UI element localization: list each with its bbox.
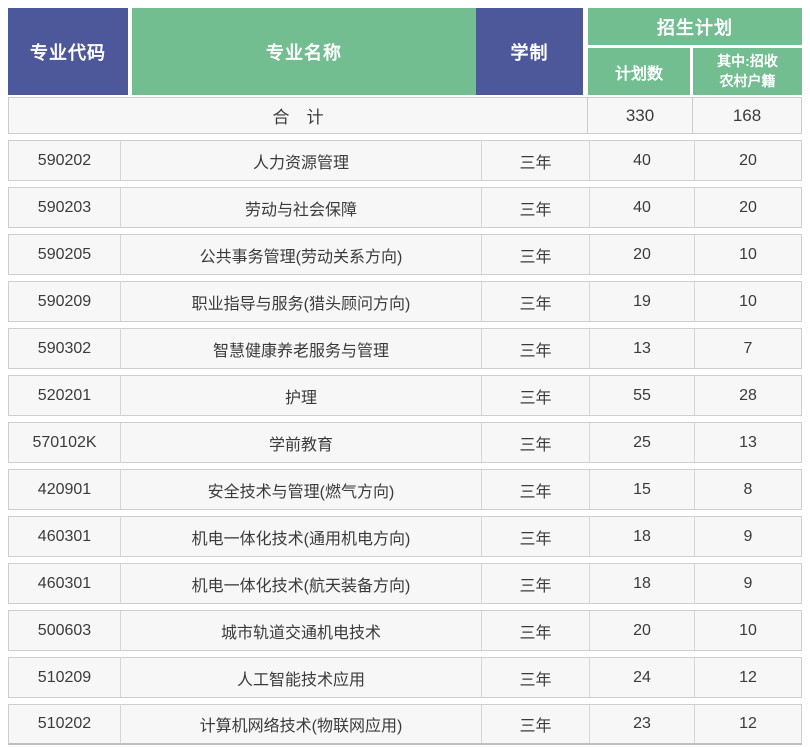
cell-major-code: 590205	[37, 245, 92, 263]
cell-rural-quota: 10	[694, 611, 801, 650]
cell-rural-quota: 28	[694, 376, 801, 415]
cell-rural-quota: 9	[694, 517, 801, 556]
cell-plan-number: 23	[589, 705, 694, 743]
cell-major-code: 570102K	[32, 433, 97, 451]
cell-plan-number: 40	[589, 141, 694, 180]
header-group-enrollment-plan: 招生计划 计划数 其中:招收 农村户籍	[588, 8, 802, 95]
table-row: 510202 计算机网络技术(物联网应用) 三年 23 12	[8, 704, 802, 745]
cell-rural-quota: 20	[694, 188, 801, 227]
table-row: 590203 劳动与社会保障 三年 40 20	[8, 187, 802, 228]
header-cell-major-code: 专业代码	[8, 8, 128, 95]
header-divider	[588, 45, 802, 48]
header-cell-major-name: 专业名称	[132, 8, 476, 95]
cell-plan-number: 20	[589, 235, 694, 274]
cell-duration: 三年	[481, 658, 589, 697]
cell-major-code: 460301	[37, 527, 92, 545]
summary-rural-total: 168	[692, 98, 801, 133]
cell-plan-number: 15	[589, 470, 694, 509]
cell-duration: 三年	[481, 188, 589, 227]
cell-rural-quota: 13	[694, 423, 801, 462]
cell-duration: 三年	[481, 564, 589, 603]
cell-major-name: 机电一体化技术(通用机电方向)	[120, 517, 481, 556]
table-row: 420901 安全技术与管理(燃气方向) 三年 15 8	[8, 469, 802, 510]
cell-major-name: 劳动与社会保障	[120, 188, 481, 227]
cell-major-code: 590203	[37, 198, 92, 216]
cell-duration: 三年	[481, 611, 589, 650]
cell-duration: 三年	[481, 141, 589, 180]
cell-rural-quota: 10	[694, 235, 801, 274]
cell-duration: 三年	[481, 282, 589, 321]
table-row: 510209 人工智能技术应用 三年 24 12	[8, 657, 802, 698]
header-rural-line1: 其中:招收	[717, 52, 778, 69]
table-row: 500603 城市轨道交通机电技术 三年 20 10	[8, 610, 802, 651]
cell-major-name: 城市轨道交通机电技术	[120, 611, 481, 650]
cell-major-name: 人力资源管理	[120, 141, 481, 180]
cell-major-code: 510209	[37, 668, 92, 686]
cell-major-name: 职业指导与服务(猎头顾问方向)	[120, 282, 481, 321]
cell-major-name: 机电一体化技术(航天装备方向)	[120, 564, 481, 603]
summary-plan-total: 330	[587, 98, 692, 133]
header-cell-plan-group: 招生计划	[588, 8, 802, 45]
cell-rural-quota: 10	[694, 282, 801, 321]
table-row: 520201 护理 三年 55 28	[8, 375, 802, 416]
cell-rural-quota: 20	[694, 141, 801, 180]
table-row: 590302 智慧健康养老服务与管理 三年 13 7	[8, 328, 802, 369]
cell-duration: 三年	[481, 470, 589, 509]
cell-rural-quota: 7	[694, 329, 801, 368]
cell-major-name: 安全技术与管理(燃气方向)	[120, 470, 481, 509]
cell-major-code: 510202	[37, 715, 92, 732]
cell-major-name: 学前教育	[120, 423, 481, 462]
header-cell-plan-number: 计划数	[588, 48, 690, 95]
cell-duration: 三年	[481, 517, 589, 556]
cell-plan-number: 55	[589, 376, 694, 415]
cell-plan-number: 18	[589, 517, 694, 556]
cell-duration: 三年	[481, 705, 589, 743]
cell-major-code: 500603	[37, 621, 92, 639]
table-row: 590205 公共事务管理(劳动关系方向) 三年 20 10	[8, 234, 802, 275]
cell-plan-number: 13	[589, 329, 694, 368]
cell-major-code: 590302	[37, 339, 92, 357]
cell-major-name: 人工智能技术应用	[120, 658, 481, 697]
cell-major-code: 590202	[37, 151, 92, 169]
table-row: 590202 人力资源管理 三年 40 20	[8, 140, 802, 181]
cell-major-code: 420901	[37, 480, 92, 498]
table-row: 590209 职业指导与服务(猎头顾问方向) 三年 19 10	[8, 281, 802, 322]
header-rural-line2: 农村户籍	[719, 72, 776, 89]
header-divider	[690, 48, 693, 95]
cell-plan-number: 20	[589, 611, 694, 650]
cell-plan-number: 19	[589, 282, 694, 321]
summary-label: 合 计	[272, 108, 324, 127]
header-subrow: 计划数 其中:招收 农村户籍	[588, 48, 802, 95]
cell-duration: 三年	[481, 329, 589, 368]
cell-major-code: 520201	[37, 386, 92, 404]
cell-major-name: 智慧健康养老服务与管理	[120, 329, 481, 368]
cell-major-name: 公共事务管理(劳动关系方向)	[120, 235, 481, 274]
cell-duration: 三年	[481, 423, 589, 462]
cell-major-name: 计算机网络技术(物联网应用)	[120, 705, 481, 743]
cell-major-name: 护理	[120, 376, 481, 415]
table-row: 570102K 学前教育 三年 25 13	[8, 422, 802, 463]
table-header-row: 专业代码 专业名称 学制 招生计划 计划数 其中:招收 农村户籍	[8, 8, 802, 95]
cell-major-code: 460301	[37, 574, 92, 592]
header-cell-rural-quota: 其中:招收 农村户籍	[693, 48, 802, 95]
cell-duration: 三年	[481, 376, 589, 415]
cell-rural-quota: 9	[694, 564, 801, 603]
cell-plan-number: 24	[589, 658, 694, 697]
table-row: 460301 机电一体化技术(通用机电方向) 三年 18 9	[8, 516, 802, 557]
cell-rural-quota: 8	[694, 470, 801, 509]
cell-plan-number: 40	[589, 188, 694, 227]
cell-plan-number: 25	[589, 423, 694, 462]
cell-plan-number: 18	[589, 564, 694, 603]
cell-rural-quota: 12	[694, 658, 801, 697]
cell-major-code: 590209	[37, 292, 92, 310]
summary-row: 合 计 330 168	[8, 97, 802, 134]
header-cell-duration: 学制	[476, 8, 583, 95]
cell-rural-quota: 12	[694, 705, 801, 743]
cell-duration: 三年	[481, 235, 589, 274]
table-row: 460301 机电一体化技术(航天装备方向) 三年 18 9	[8, 563, 802, 604]
